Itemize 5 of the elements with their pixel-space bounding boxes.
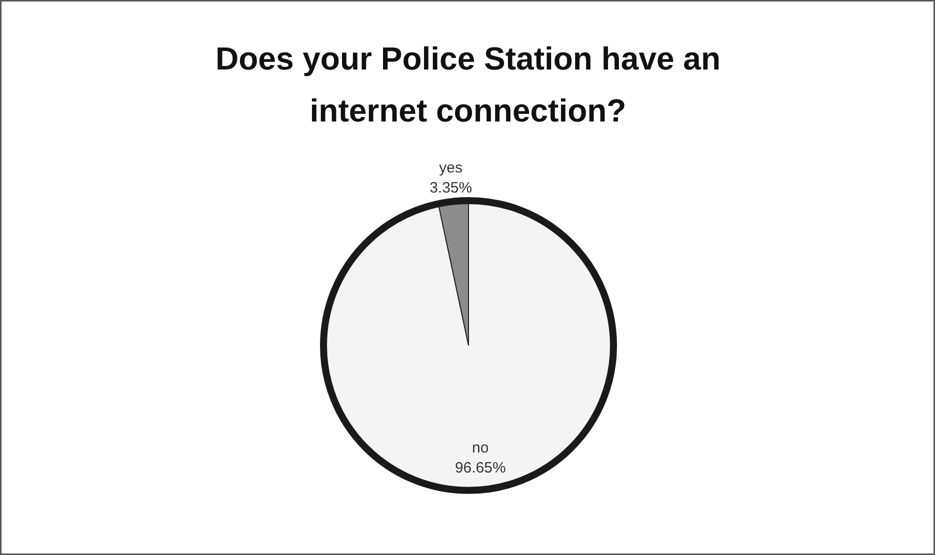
slice-label: no <box>472 439 489 456</box>
data-label: 3.35% <box>430 180 472 197</box>
data-label: 96.65% <box>454 459 506 476</box>
slice-label: yes <box>439 160 463 177</box>
chart-title: Does your Police Station have an internet connection? <box>215 40 721 128</box>
